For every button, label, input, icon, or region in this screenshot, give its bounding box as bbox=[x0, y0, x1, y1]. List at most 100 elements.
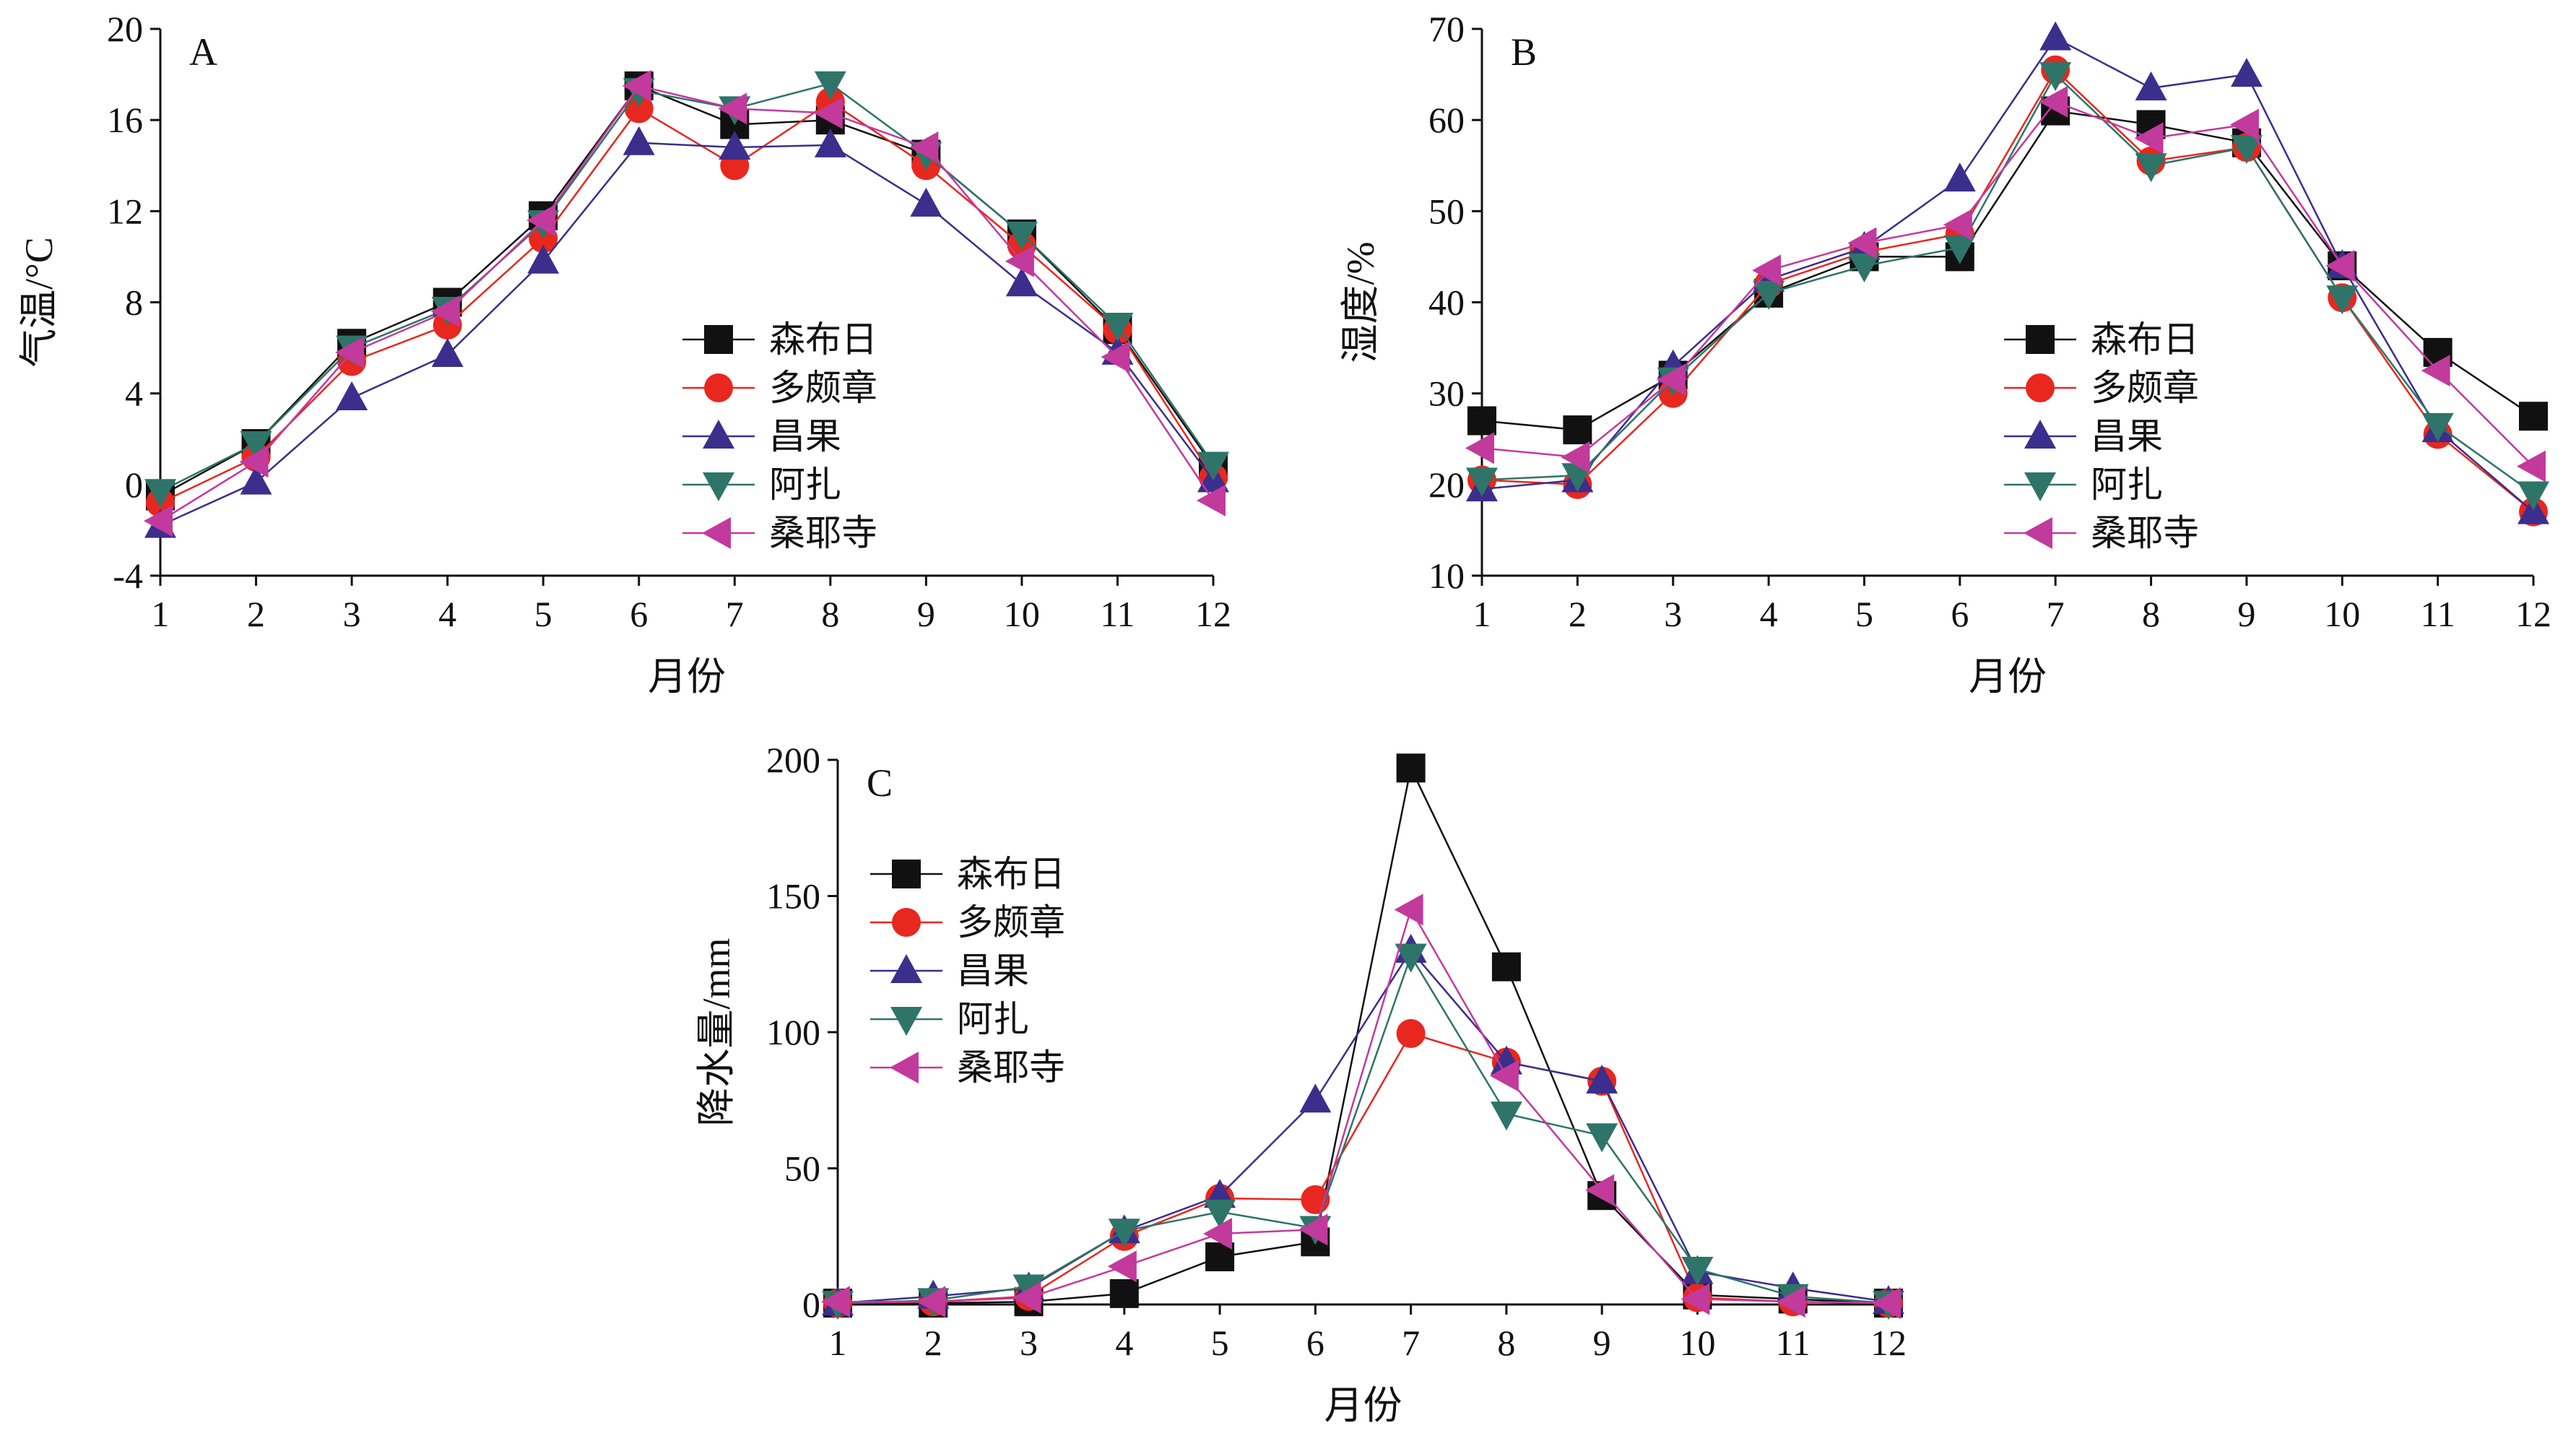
data-point bbox=[1681, 1256, 1714, 1286]
x-tick-label: 6 bbox=[630, 594, 648, 634]
data-point bbox=[2230, 135, 2263, 165]
legend-marker bbox=[892, 860, 921, 888]
x-tick-label: 9 bbox=[917, 594, 935, 634]
data-point bbox=[1872, 1287, 1901, 1320]
y-tick-label: 8 bbox=[125, 282, 143, 323]
data-point bbox=[240, 431, 272, 461]
legend-item: 昌果 bbox=[2004, 416, 2163, 456]
legend-label: 桑耶寺 bbox=[957, 1047, 1065, 1088]
series-line bbox=[160, 142, 1214, 527]
series-line bbox=[160, 85, 1215, 522]
x-tick-label: 3 bbox=[343, 594, 361, 634]
legend-marker bbox=[703, 420, 734, 449]
y-tick-label: 0 bbox=[125, 464, 143, 505]
y-axis-title: 湿度/% bbox=[1339, 242, 1382, 363]
data-point bbox=[1204, 1199, 1236, 1229]
legend-label: 昌果 bbox=[957, 951, 1029, 991]
y-tick-label: 20 bbox=[107, 9, 143, 49]
data-point bbox=[623, 126, 655, 155]
legend-item: 桑耶寺 bbox=[682, 513, 877, 553]
data-point bbox=[1585, 1174, 1615, 1206]
data-point bbox=[2325, 250, 2355, 282]
data-point bbox=[1107, 1250, 1137, 1283]
legend-marker bbox=[703, 472, 734, 501]
panel-label: C bbox=[867, 761, 893, 805]
x-tick-label: 7 bbox=[726, 594, 744, 634]
data-point bbox=[1394, 893, 1423, 926]
data-point bbox=[1681, 1283, 1710, 1315]
data-point bbox=[240, 465, 272, 495]
series-line bbox=[160, 82, 1215, 493]
data-point bbox=[430, 295, 460, 328]
data-point bbox=[2039, 85, 2068, 118]
x-tick-label: 12 bbox=[1870, 1323, 1907, 1363]
data-point bbox=[1005, 245, 1034, 277]
y-tick-label: 20 bbox=[1428, 464, 1465, 505]
series-line bbox=[837, 953, 1889, 1304]
y-tick-label: 4 bbox=[125, 373, 143, 414]
x-tick-label: 1 bbox=[152, 594, 170, 634]
x-tick-label: 11 bbox=[1100, 594, 1135, 634]
x-tick-label: 10 bbox=[1679, 1323, 1715, 1363]
legend-label: 阿扎 bbox=[2091, 464, 2163, 505]
series-line bbox=[838, 907, 1889, 1304]
data-point bbox=[1561, 441, 1590, 473]
legend-label: 多颇章 bbox=[769, 368, 877, 408]
data-point bbox=[1466, 467, 1498, 497]
data-point bbox=[2039, 21, 2072, 51]
series-sangyesi bbox=[1465, 85, 2546, 483]
data-point bbox=[1491, 952, 1521, 982]
x-tick-label: 2 bbox=[247, 594, 265, 634]
panel-label: A bbox=[189, 30, 217, 74]
legend-item: 阿扎 bbox=[682, 464, 841, 505]
x-tick-label: 11 bbox=[1776, 1323, 1810, 1363]
data-point bbox=[1563, 415, 1592, 445]
data-point bbox=[2135, 153, 2167, 183]
data-point bbox=[2518, 481, 2549, 511]
y-tick-label: 16 bbox=[107, 100, 143, 140]
legend-item: 桑耶寺 bbox=[870, 1047, 1065, 1088]
legend-item: 阿扎 bbox=[870, 999, 1029, 1039]
y-tick-label: 100 bbox=[766, 1012, 820, 1052]
legend-item: 多颇章 bbox=[2004, 368, 2199, 408]
legend-marker bbox=[2024, 472, 2056, 501]
y-tick-label: 70 bbox=[1428, 9, 1465, 49]
data-point bbox=[909, 131, 939, 164]
x-tick-label: 3 bbox=[1020, 1323, 1038, 1363]
data-point bbox=[335, 336, 365, 368]
y-axis-title: 降水量/mm bbox=[695, 938, 738, 1126]
data-point bbox=[1776, 1286, 1805, 1318]
x-tick-label: 5 bbox=[534, 594, 552, 634]
data-point bbox=[916, 1286, 946, 1318]
series-changguo bbox=[822, 933, 1904, 1316]
y-tick-label: 0 bbox=[802, 1284, 820, 1325]
y-tick-label: 30 bbox=[1428, 373, 1465, 414]
y-tick-label: 10 bbox=[1428, 555, 1465, 596]
data-point bbox=[1197, 451, 1229, 481]
y-axis-title: 气温/°C bbox=[17, 237, 61, 368]
series-aza bbox=[1466, 62, 2549, 511]
x-tick-label: 4 bbox=[1760, 594, 1778, 634]
legend-marker bbox=[890, 1007, 922, 1036]
x-tick-label: 8 bbox=[1497, 1323, 1515, 1363]
legend-item: 森布日 bbox=[682, 319, 877, 360]
series-line bbox=[160, 100, 1215, 504]
data-point bbox=[1753, 280, 1785, 310]
data-point bbox=[144, 505, 173, 537]
series-line bbox=[837, 1032, 1889, 1304]
series-line bbox=[1481, 36, 2534, 513]
data-point bbox=[1012, 1281, 1041, 1314]
data-point bbox=[1396, 753, 1426, 783]
data-point bbox=[1943, 209, 1972, 241]
series-line bbox=[160, 85, 1215, 497]
data-point bbox=[2326, 285, 2359, 315]
panel-label: B bbox=[1511, 30, 1537, 74]
x-tick-label: 8 bbox=[2142, 594, 2160, 634]
x-tick-label: 6 bbox=[1306, 1323, 1324, 1363]
data-point bbox=[2421, 355, 2450, 387]
data-point bbox=[2230, 58, 2263, 87]
series-line bbox=[1481, 100, 2534, 467]
legend-label: 多颇章 bbox=[957, 902, 1065, 943]
